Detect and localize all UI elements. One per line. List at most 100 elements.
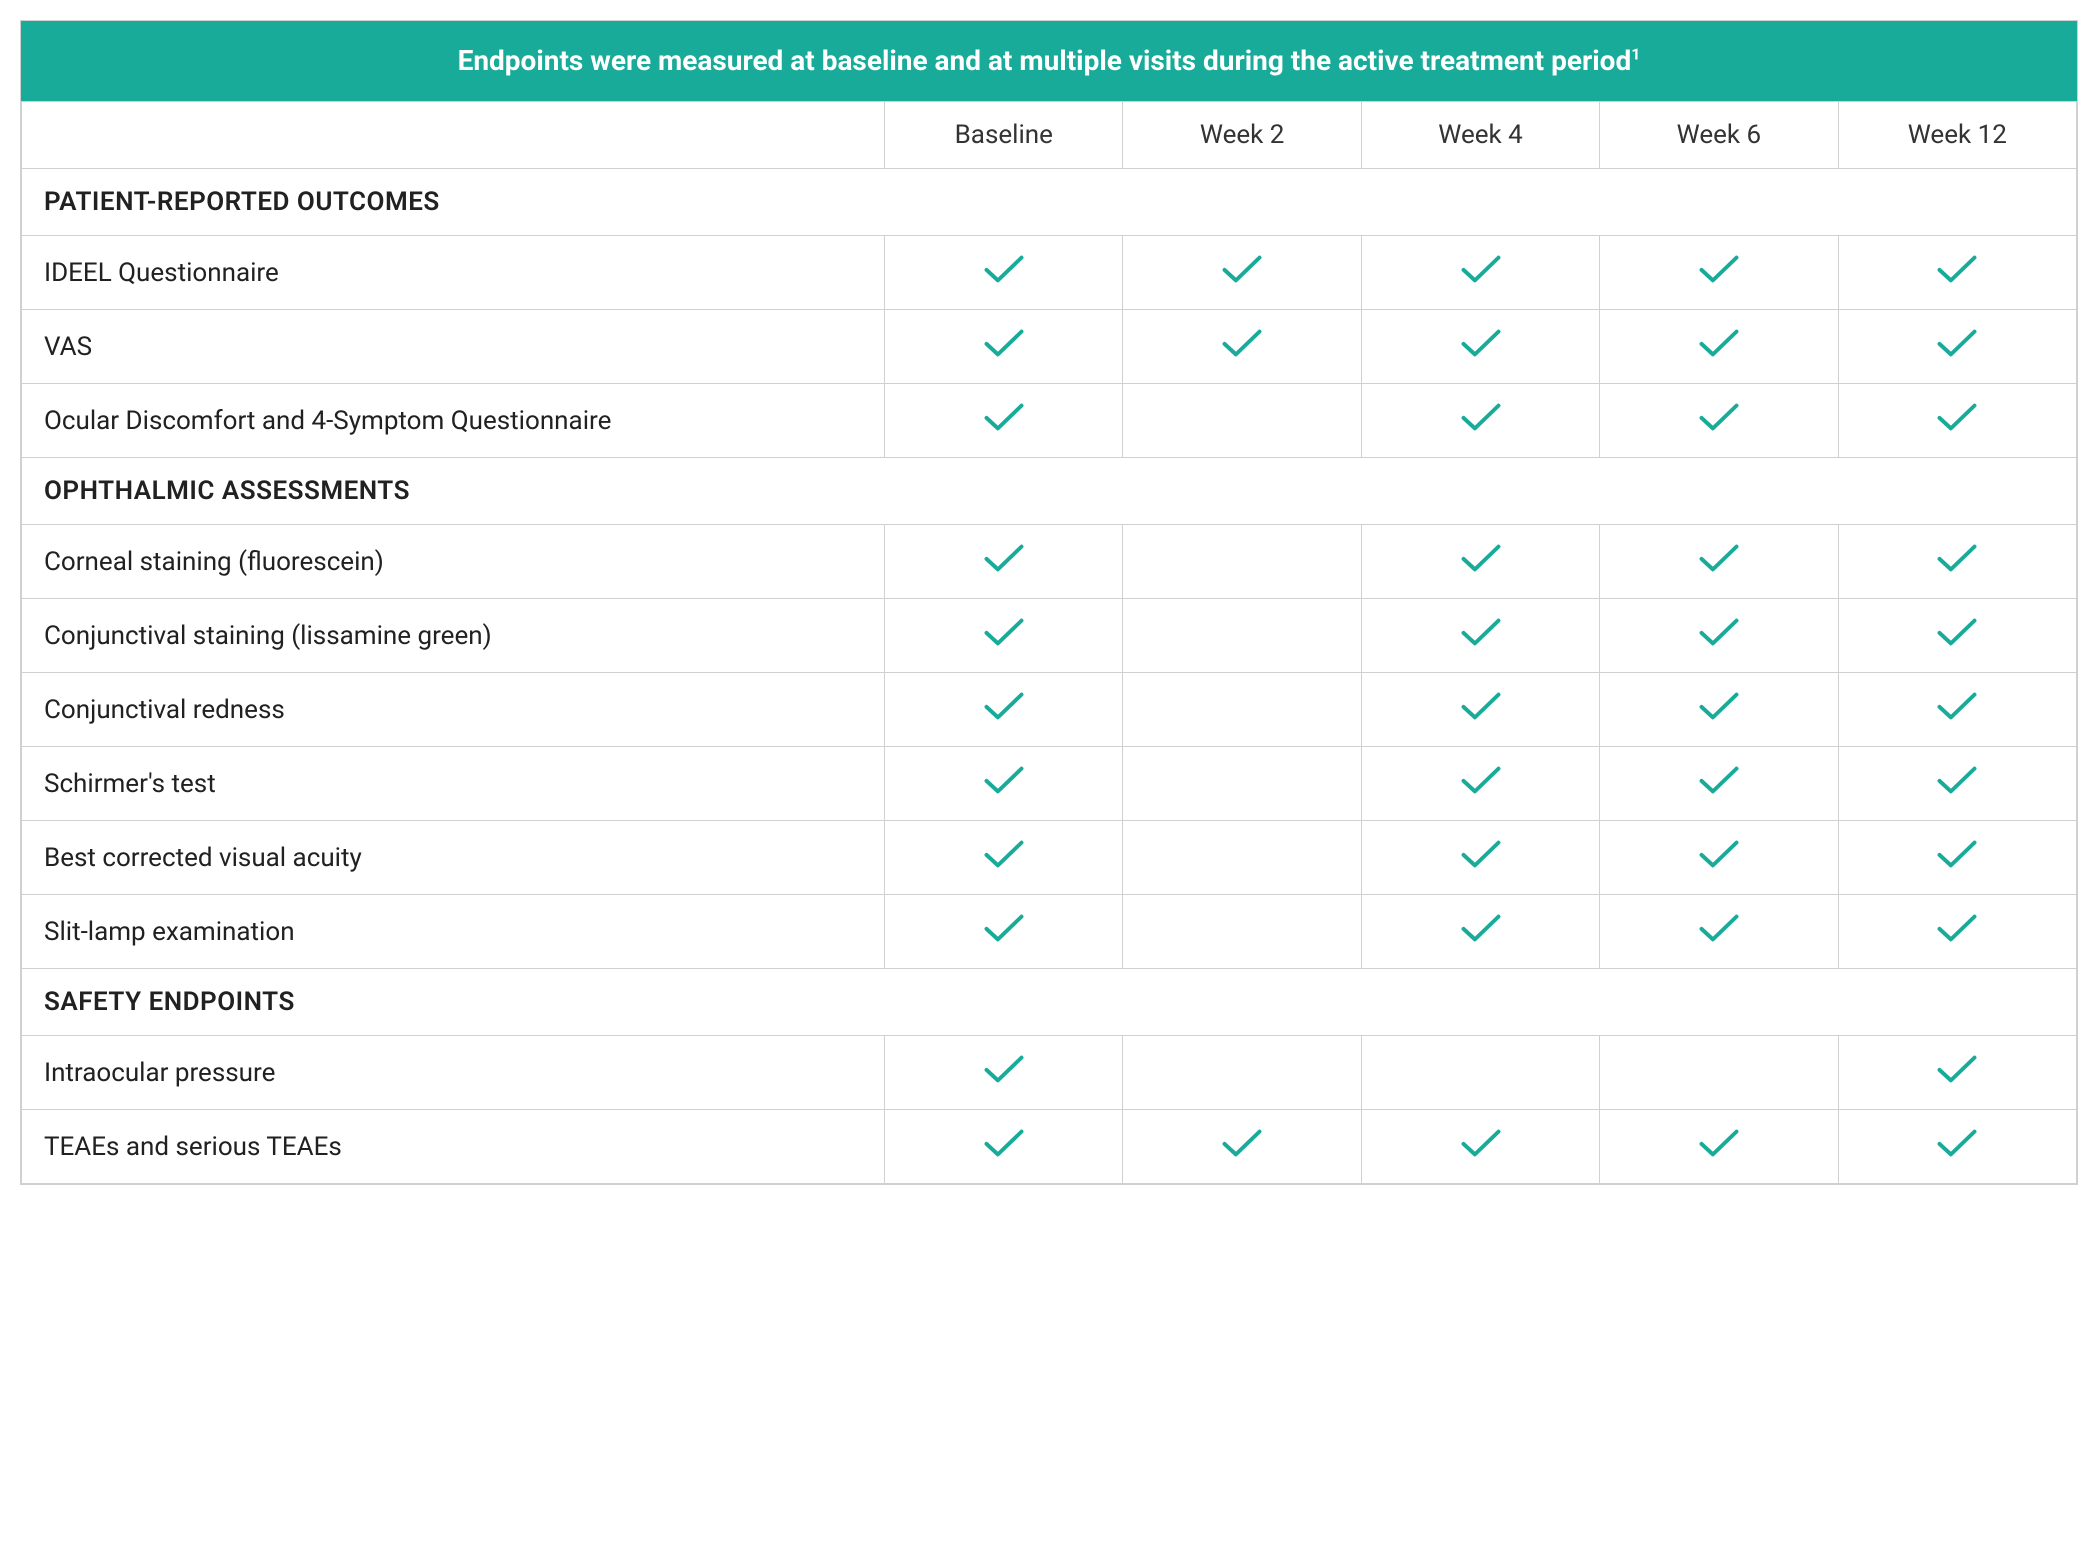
check-icon <box>1698 839 1740 869</box>
row-label: VAS <box>22 310 885 384</box>
table-row: Ocular Discomfort and 4-Symptom Question… <box>22 384 2077 458</box>
check-cell <box>1123 310 1361 384</box>
check-icon <box>1221 328 1263 358</box>
check-cell <box>1600 1036 1838 1110</box>
check-cell <box>1838 310 2076 384</box>
section-heading: PATIENT-REPORTED OUTCOMES <box>22 169 2077 236</box>
check-cell <box>885 310 1123 384</box>
check-icon <box>1936 691 1978 721</box>
section-heading-row: SAFETY ENDPOINTS <box>22 969 2077 1036</box>
check-icon <box>1698 1128 1740 1158</box>
check-cell <box>1123 525 1361 599</box>
check-icon <box>1936 254 1978 284</box>
check-cell <box>1838 747 2076 821</box>
check-cell <box>1361 525 1599 599</box>
check-cell <box>885 821 1123 895</box>
header-blank <box>22 102 885 169</box>
check-cell <box>1838 384 2076 458</box>
check-icon <box>983 765 1025 795</box>
table-row: Corneal staining (fluorescein) <box>22 525 2077 599</box>
check-cell <box>1361 310 1599 384</box>
check-icon <box>1936 328 1978 358</box>
check-icon <box>1460 765 1502 795</box>
check-cell <box>1838 1110 2076 1184</box>
check-cell <box>1361 599 1599 673</box>
check-cell <box>1123 599 1361 673</box>
check-icon <box>1698 913 1740 943</box>
row-label: Conjunctival staining (lissamine green) <box>22 599 885 673</box>
table-row: Conjunctival redness <box>22 673 2077 747</box>
check-cell <box>1123 895 1361 969</box>
check-icon <box>983 543 1025 573</box>
check-cell <box>1361 747 1599 821</box>
table-row: IDEEL Questionnaire <box>22 236 2077 310</box>
endpoints-table-body: PATIENT-REPORTED OUTCOMESIDEEL Questionn… <box>22 169 2077 1184</box>
check-icon <box>1936 402 1978 432</box>
check-icon <box>1698 254 1740 284</box>
check-cell <box>1838 673 2076 747</box>
row-label: Best corrected visual acuity <box>22 821 885 895</box>
check-icon <box>1221 1128 1263 1158</box>
check-cell <box>1600 747 1838 821</box>
table-row: Schirmer's test <box>22 747 2077 821</box>
check-cell <box>1361 821 1599 895</box>
row-label: Slit-lamp examination <box>22 895 885 969</box>
check-cell <box>1600 384 1838 458</box>
check-cell <box>885 384 1123 458</box>
check-cell <box>1838 821 2076 895</box>
check-cell <box>1838 525 2076 599</box>
table-title-bar: Endpoints were measured at baseline and … <box>21 21 2077 101</box>
header-timepoint: Week 12 <box>1838 102 2076 169</box>
table-row: Best corrected visual acuity <box>22 821 2077 895</box>
check-icon <box>983 617 1025 647</box>
header-timepoint: Week 4 <box>1361 102 1599 169</box>
table-row: TEAEs and serious TEAEs <box>22 1110 2077 1184</box>
check-icon <box>1460 617 1502 647</box>
check-cell <box>885 747 1123 821</box>
check-cell <box>1361 384 1599 458</box>
check-icon <box>1936 1054 1978 1084</box>
check-cell <box>1838 1036 2076 1110</box>
check-icon <box>1460 254 1502 284</box>
check-cell <box>885 1036 1123 1110</box>
check-cell <box>885 1110 1123 1184</box>
row-label: TEAEs and serious TEAEs <box>22 1110 885 1184</box>
check-cell <box>1361 236 1599 310</box>
section-heading-row: PATIENT-REPORTED OUTCOMES <box>22 169 2077 236</box>
check-cell <box>1123 1036 1361 1110</box>
check-cell <box>1123 747 1361 821</box>
section-heading: OPHTHALMIC ASSESSMENTS <box>22 458 2077 525</box>
check-icon <box>1460 1128 1502 1158</box>
header-timepoint: Week 6 <box>1600 102 1838 169</box>
section-heading: SAFETY ENDPOINTS <box>22 969 2077 1036</box>
check-cell <box>1600 821 1838 895</box>
check-cell <box>1361 1110 1599 1184</box>
check-icon <box>1698 402 1740 432</box>
check-icon <box>1936 1128 1978 1158</box>
table-title-superscript: 1 <box>1631 45 1640 64</box>
section-heading-row: OPHTHALMIC ASSESSMENTS <box>22 458 2077 525</box>
check-icon <box>1460 913 1502 943</box>
check-cell <box>885 236 1123 310</box>
row-label: Ocular Discomfort and 4-Symptom Question… <box>22 384 885 458</box>
row-label: Conjunctival redness <box>22 673 885 747</box>
check-icon <box>983 691 1025 721</box>
check-icon <box>983 254 1025 284</box>
check-cell <box>1123 821 1361 895</box>
header-row: Baseline Week 2 Week 4 Week 6 Week 12 <box>22 102 2077 169</box>
check-cell <box>1361 895 1599 969</box>
check-cell <box>1600 236 1838 310</box>
table-row: VAS <box>22 310 2077 384</box>
check-icon <box>1221 254 1263 284</box>
check-icon <box>983 1128 1025 1158</box>
check-icon <box>1936 839 1978 869</box>
check-icon <box>1698 691 1740 721</box>
check-cell <box>1361 673 1599 747</box>
check-icon <box>1460 328 1502 358</box>
row-label: IDEEL Questionnaire <box>22 236 885 310</box>
check-cell <box>1600 895 1838 969</box>
table-row: Intraocular pressure <box>22 1036 2077 1110</box>
endpoints-table-container: Endpoints were measured at baseline and … <box>20 20 2078 1185</box>
check-icon <box>1460 543 1502 573</box>
check-cell <box>1600 310 1838 384</box>
